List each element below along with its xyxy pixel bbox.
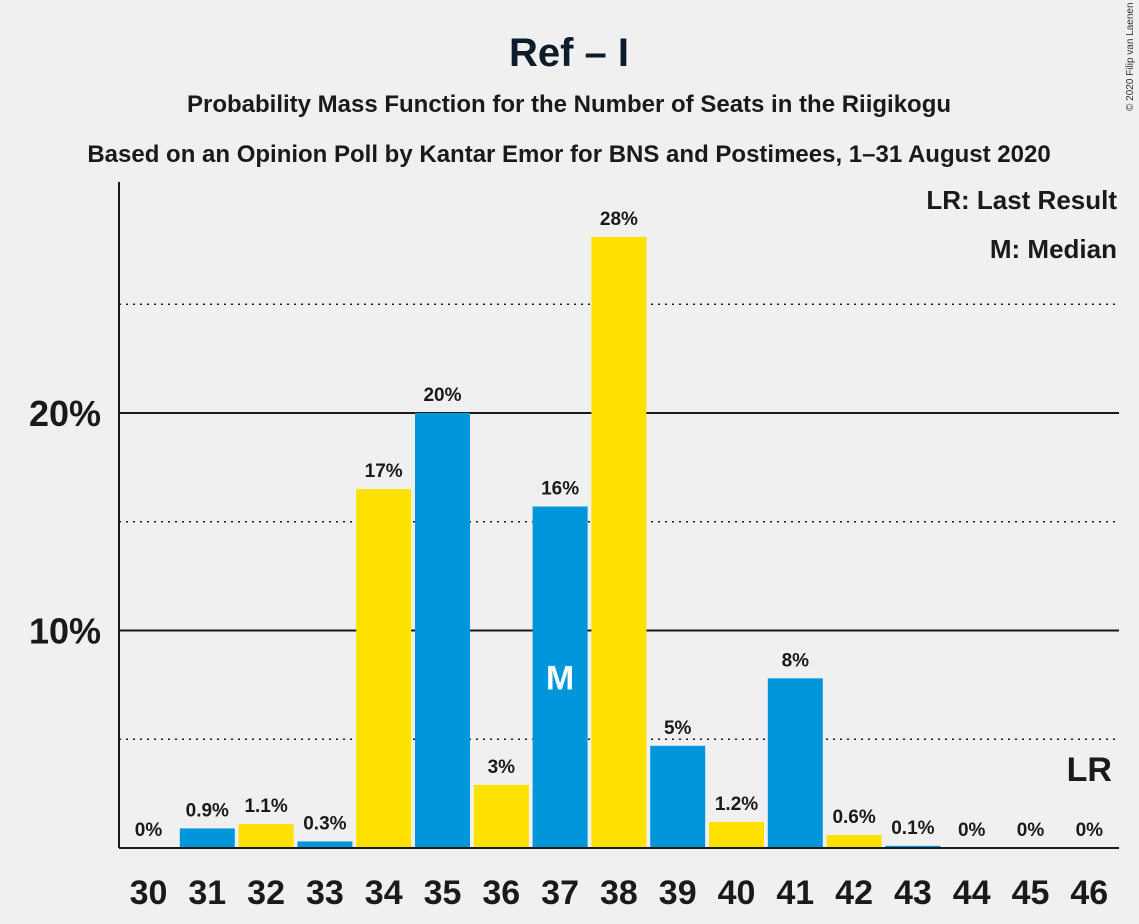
y-tick-label: 10% xyxy=(29,611,101,652)
x-tick-label: 46 xyxy=(1070,874,1108,912)
y-tick-label: 20% xyxy=(29,393,101,434)
x-tick-label: 43 xyxy=(894,874,932,912)
x-tick-label: 39 xyxy=(659,874,697,912)
legend-median: M: Median xyxy=(990,234,1117,264)
data-label: 1.1% xyxy=(244,796,287,817)
x-tick-label: 42 xyxy=(835,874,873,912)
bar xyxy=(179,828,235,848)
last-result-marker: LR xyxy=(1067,751,1112,789)
data-label: 8% xyxy=(782,650,810,671)
data-label: 5% xyxy=(664,718,692,739)
data-label: 0.6% xyxy=(832,807,875,828)
bar xyxy=(885,845,941,848)
chart-subtitle-2: Based on an Opinion Poll by Kantar Emor … xyxy=(87,141,1050,168)
bar xyxy=(532,506,588,848)
copyright-notice: © 2020 Filip van Laenen xyxy=(1125,2,1136,111)
data-label: 17% xyxy=(365,461,403,482)
data-label: 0.3% xyxy=(303,813,346,834)
bar xyxy=(826,834,882,848)
bar xyxy=(415,413,470,848)
x-tick-label: 45 xyxy=(1012,874,1050,912)
bar xyxy=(356,489,412,848)
data-label: 0.9% xyxy=(186,800,229,821)
x-tick-label: 41 xyxy=(776,874,814,912)
bar xyxy=(709,821,764,848)
x-tick-label: 36 xyxy=(482,874,520,912)
legend-last-result: LR: Last Result xyxy=(926,185,1117,215)
data-label: 20% xyxy=(423,385,461,406)
data-label: 0% xyxy=(1017,820,1045,841)
x-tick-label: 35 xyxy=(424,874,462,912)
data-label: 28% xyxy=(600,209,638,230)
data-label: 0% xyxy=(1076,820,1104,841)
x-tick-label: 30 xyxy=(130,874,168,912)
bars xyxy=(179,236,941,848)
x-tick-label: 31 xyxy=(188,874,226,912)
data-label: 0% xyxy=(958,820,986,841)
data-label: 0.1% xyxy=(891,818,934,839)
data-label: 3% xyxy=(488,757,516,778)
chart-title: Ref – I xyxy=(509,31,629,75)
data-label: 1.2% xyxy=(715,794,758,815)
x-tick-label: 34 xyxy=(365,874,403,912)
bar xyxy=(473,784,529,848)
x-tick-label: 32 xyxy=(247,874,285,912)
bar xyxy=(591,236,647,848)
x-tick-label: 33 xyxy=(306,874,344,912)
bar xyxy=(238,824,294,848)
x-tick-label: 37 xyxy=(541,874,579,912)
data-label: 16% xyxy=(541,479,579,500)
data-label: 0% xyxy=(135,820,163,841)
bar xyxy=(297,841,353,848)
bar xyxy=(767,678,823,848)
bar xyxy=(650,745,706,848)
x-tick-label: 38 xyxy=(600,874,638,912)
median-marker: M xyxy=(546,659,574,697)
x-tick-label: 44 xyxy=(953,874,991,912)
x-tick-label: 40 xyxy=(718,874,756,912)
bar-labels: 0% 0.9% 1.1% 0.3% 17% 20% 3% 16% M 28% 5% 1.2% 8% 0.6… xyxy=(135,209,1112,841)
axes: 10% 20% 30 31 32 33 34 35 36 37 38 39 40 41 42 43 44 45 46 xyxy=(29,182,1119,912)
chart-subtitle-1: Probability Mass Function for the Number… xyxy=(187,91,951,118)
